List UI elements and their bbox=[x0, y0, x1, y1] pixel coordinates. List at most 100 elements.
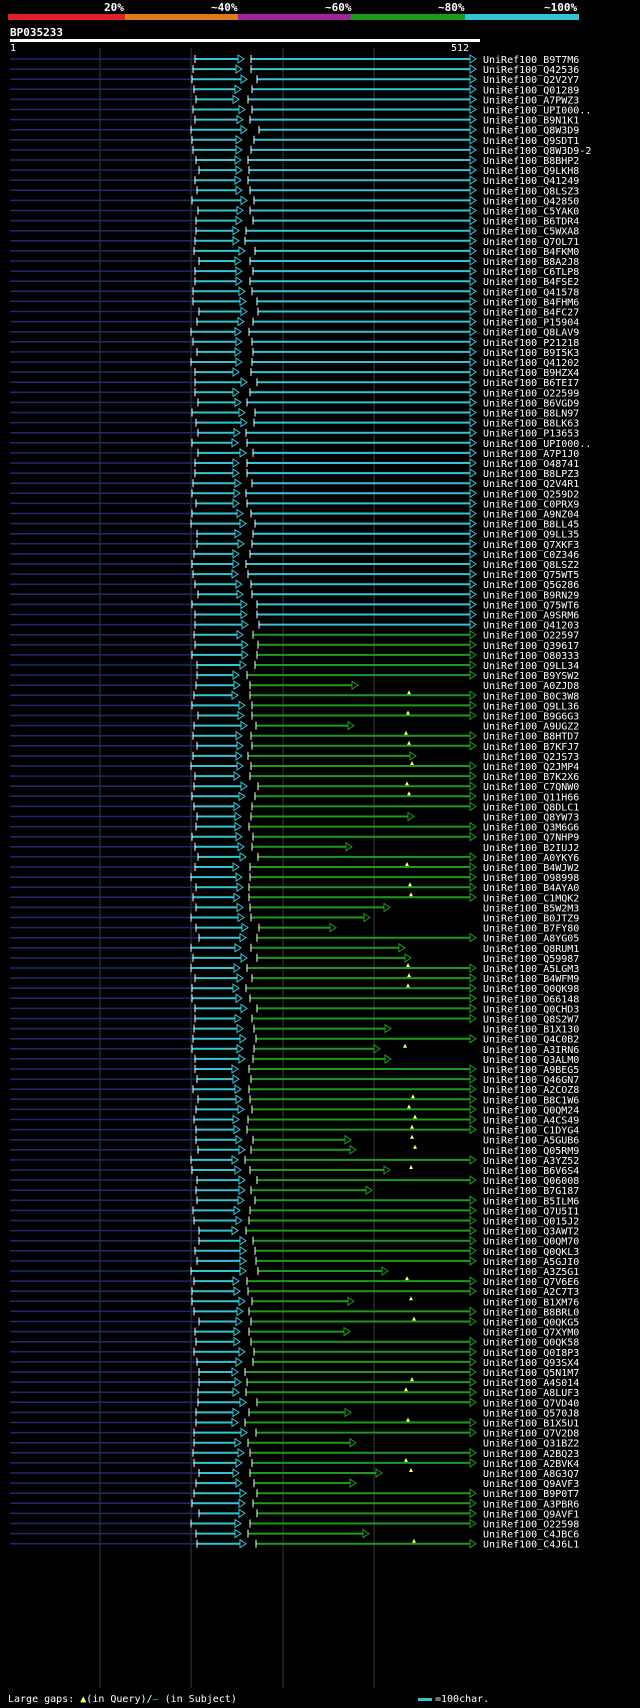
block-arrow-icon bbox=[469, 1094, 477, 1105]
block-arrow-icon bbox=[231, 690, 239, 701]
block-arrow-icon bbox=[232, 670, 240, 681]
hit-label: UniRef100_A7P1J0 bbox=[483, 449, 579, 460]
block-arrow-icon bbox=[469, 1427, 477, 1438]
block-arrow-icon bbox=[235, 872, 243, 883]
hit-label: UniRef100_Q570J8 bbox=[483, 1408, 579, 1419]
block-arrow-icon bbox=[469, 94, 477, 105]
block-arrow-icon bbox=[469, 781, 477, 792]
hit-label: UniRef100_Q8LSZ3 bbox=[483, 186, 579, 197]
block-arrow-icon bbox=[469, 1205, 477, 1216]
hit-label: UniRef100_Q2V4R1 bbox=[483, 479, 579, 490]
block-arrow-icon bbox=[232, 1468, 240, 1478]
hit-label: UniRef100_Q46GN7 bbox=[483, 1075, 579, 1086]
block-arrow-icon bbox=[234, 397, 242, 408]
hit-label: UniRef100_P21218 bbox=[483, 338, 579, 349]
hit-label: UniRef100_B9P0T7 bbox=[483, 1489, 579, 1500]
block-arrow-icon bbox=[237, 316, 245, 327]
hit-label: UniRef100_Q42850 bbox=[483, 196, 579, 207]
block-arrow-icon bbox=[238, 791, 246, 802]
block-arrow-icon bbox=[469, 316, 477, 327]
block-arrow-icon bbox=[236, 1043, 244, 1054]
block-arrow-icon bbox=[469, 1033, 477, 1044]
block-arrow-icon bbox=[469, 1235, 477, 1246]
block-arrow-icon bbox=[469, 710, 477, 721]
block-arrow-icon bbox=[233, 771, 241, 782]
block-arrow-icon bbox=[239, 1033, 247, 1044]
legend-gaps-subject: (in Subject) bbox=[164, 1694, 237, 1705]
hit-label: UniRef100_B8LK63 bbox=[483, 419, 579, 430]
block-arrow-icon bbox=[238, 245, 246, 256]
hit-label: UniRef100_B7KFJ7 bbox=[483, 742, 579, 753]
block-arrow-icon bbox=[231, 1225, 239, 1236]
block-arrow-icon bbox=[235, 64, 243, 75]
hit-label: UniRef100_Q0QM24 bbox=[483, 1105, 579, 1116]
block-arrow-icon bbox=[232, 367, 240, 378]
block-arrow-icon bbox=[234, 1518, 242, 1529]
block-arrow-icon bbox=[239, 660, 247, 670]
hit-label: UniRef100_UPI000.. bbox=[483, 439, 591, 450]
block-arrow-icon bbox=[375, 1468, 383, 1478]
hit-label: UniRef100_Q7U5I1 bbox=[483, 1206, 579, 1217]
hit-label: UniRef100_Q9LL36 bbox=[483, 701, 579, 712]
scale-label-40: ~40% bbox=[211, 1, 238, 14]
block-arrow-icon bbox=[469, 286, 477, 297]
query-gap-marker-icon: ▲ bbox=[80, 1694, 87, 1705]
block-arrow-icon bbox=[345, 841, 353, 852]
block-arrow-icon bbox=[238, 1053, 246, 1064]
block-arrow-icon bbox=[469, 589, 477, 600]
block-arrow-icon bbox=[384, 1023, 392, 1034]
block-arrow-icon bbox=[469, 1013, 477, 1024]
block-arrow-icon bbox=[232, 1276, 240, 1287]
hit-label: UniRef100_Q93SX4 bbox=[483, 1358, 579, 1369]
query-gap-marker-icon bbox=[410, 1124, 414, 1129]
block-arrow-icon bbox=[239, 1235, 247, 1246]
query-gap-marker-icon bbox=[407, 791, 411, 796]
block-arrow-icon bbox=[469, 548, 477, 559]
block-arrow-icon bbox=[234, 346, 242, 357]
block-arrow-icon bbox=[469, 791, 477, 802]
hit-label: UniRef100_Q8RUM1 bbox=[483, 944, 579, 955]
block-arrow-icon bbox=[239, 1488, 247, 1499]
hit-label: UniRef100_B7G187 bbox=[483, 1186, 579, 1197]
block-arrow-icon bbox=[384, 1053, 392, 1064]
hit-label: UniRef100_B2IUJ2 bbox=[483, 843, 579, 854]
block-arrow-icon bbox=[235, 1356, 243, 1367]
block-arrow-icon bbox=[234, 175, 242, 186]
hit-label: UniRef100_Q59987 bbox=[483, 954, 579, 965]
block-arrow-icon bbox=[234, 942, 242, 953]
block-arrow-icon bbox=[469, 407, 477, 418]
block-arrow-icon bbox=[469, 831, 477, 842]
hit-label: UniRef100_B1XM76 bbox=[483, 1297, 579, 1308]
block-arrow-icon bbox=[240, 195, 248, 206]
block-arrow-icon bbox=[235, 831, 243, 842]
block-arrow-icon bbox=[234, 256, 242, 266]
hit-label: UniRef100_B0C3W8 bbox=[483, 691, 579, 702]
block-arrow-icon bbox=[233, 1124, 241, 1135]
hit-label: UniRef100_O48741 bbox=[483, 459, 579, 470]
block-arrow-icon bbox=[469, 599, 477, 610]
block-arrow-icon bbox=[239, 1538, 247, 1549]
block-arrow-icon bbox=[469, 1346, 477, 1357]
block-arrow-icon bbox=[238, 1346, 246, 1357]
hit-label: UniRef100_Q75WT6 bbox=[483, 600, 579, 611]
block-arrow-icon bbox=[233, 1286, 241, 1297]
block-arrow-icon bbox=[234, 326, 242, 337]
block-arrow-icon bbox=[469, 225, 477, 236]
block-arrow-icon bbox=[236, 1306, 244, 1317]
block-arrow-icon bbox=[241, 619, 249, 630]
block-arrow-icon bbox=[240, 377, 248, 388]
block-arrow-icon bbox=[404, 952, 412, 963]
hit-label: UniRef100_Q0QKL3 bbox=[483, 1247, 579, 1258]
hit-label: UniRef100_C5YAK0 bbox=[483, 207, 579, 218]
block-arrow-icon bbox=[469, 1114, 477, 1125]
hit-label: UniRef100_A3YZ52 bbox=[483, 1156, 579, 1167]
hit-label: UniRef100_B8LN97 bbox=[483, 409, 579, 420]
block-arrow-icon bbox=[469, 488, 477, 499]
hit-label: UniRef100_B1X130 bbox=[483, 1025, 579, 1036]
block-arrow-icon bbox=[469, 478, 477, 489]
block-arrow-icon bbox=[235, 1478, 243, 1489]
block-arrow-icon bbox=[381, 1266, 389, 1276]
hit-label: UniRef100_C0Z346 bbox=[483, 550, 579, 561]
hit-label: UniRef100_Q5N1M7 bbox=[483, 1368, 579, 1379]
hit-label: UniRef100_Q8LSZ2 bbox=[483, 560, 579, 571]
